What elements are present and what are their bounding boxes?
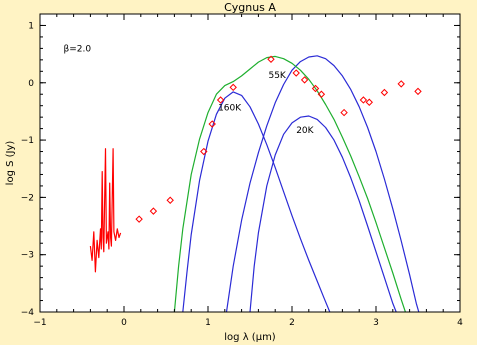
- data-point-11: [317, 90, 326, 98]
- x-tick-label: 3: [373, 318, 379, 328]
- data-point-12: [340, 108, 348, 117]
- data-point-5: [216, 96, 225, 104]
- data-point-10: [311, 84, 320, 93]
- data-point-7: [267, 55, 275, 63]
- y-tick-label: −4: [21, 308, 35, 318]
- data-point-1: [149, 207, 158, 215]
- y-tick-label: −1: [21, 136, 34, 146]
- y-tick-label: 0: [28, 79, 34, 89]
- data-point-14: [365, 98, 373, 106]
- data-point-6: [229, 83, 237, 92]
- y-tick-label: 1: [28, 21, 34, 31]
- x-tick-label: −1: [33, 318, 46, 328]
- data-point-3: [200, 147, 208, 156]
- data-point-4: [208, 120, 216, 128]
- series-line-4: [89, 148, 122, 273]
- x-tick-label: 4: [457, 318, 463, 328]
- series-line-3: [173, 55, 406, 312]
- data-point-13: [359, 96, 368, 104]
- data-point-16: [397, 80, 405, 88]
- annotation-label-3: 20K: [296, 126, 314, 136]
- annotation-label-0: β=2.0: [64, 44, 92, 54]
- annotation-label-1: 55K: [268, 71, 286, 81]
- data-point-2: [166, 196, 174, 204]
- x-tick-label: 1: [205, 318, 211, 328]
- y-tick-label: −3: [21, 251, 34, 261]
- x-tick-label: 2: [289, 318, 295, 328]
- series-layer: [89, 55, 422, 312]
- y-axis-label: log S (Jy): [5, 141, 16, 186]
- y-tick-label: −2: [21, 193, 34, 203]
- chart-title: Cygnus A: [224, 1, 276, 14]
- ticks-layer: −1 0 1 2 3 4 −4 −3 −2 −1 0 1: [21, 13, 463, 328]
- plot-background: [40, 14, 460, 312]
- annotation-label-2: 160K: [218, 103, 242, 113]
- data-point-9: [300, 76, 309, 84]
- series-line-2: [249, 115, 397, 312]
- data-point-17: [414, 87, 422, 96]
- series-line-0: [225, 55, 420, 312]
- x-axis-label: log λ (μm): [224, 332, 276, 343]
- x-tick-label: 0: [121, 318, 127, 328]
- data-point-0: [135, 215, 143, 223]
- series-line-1: [182, 91, 331, 312]
- data-point-15: [380, 88, 389, 97]
- data-point-8: [292, 69, 300, 77]
- annotation-layer: β=2.0 55K 160K 20K: [64, 44, 315, 136]
